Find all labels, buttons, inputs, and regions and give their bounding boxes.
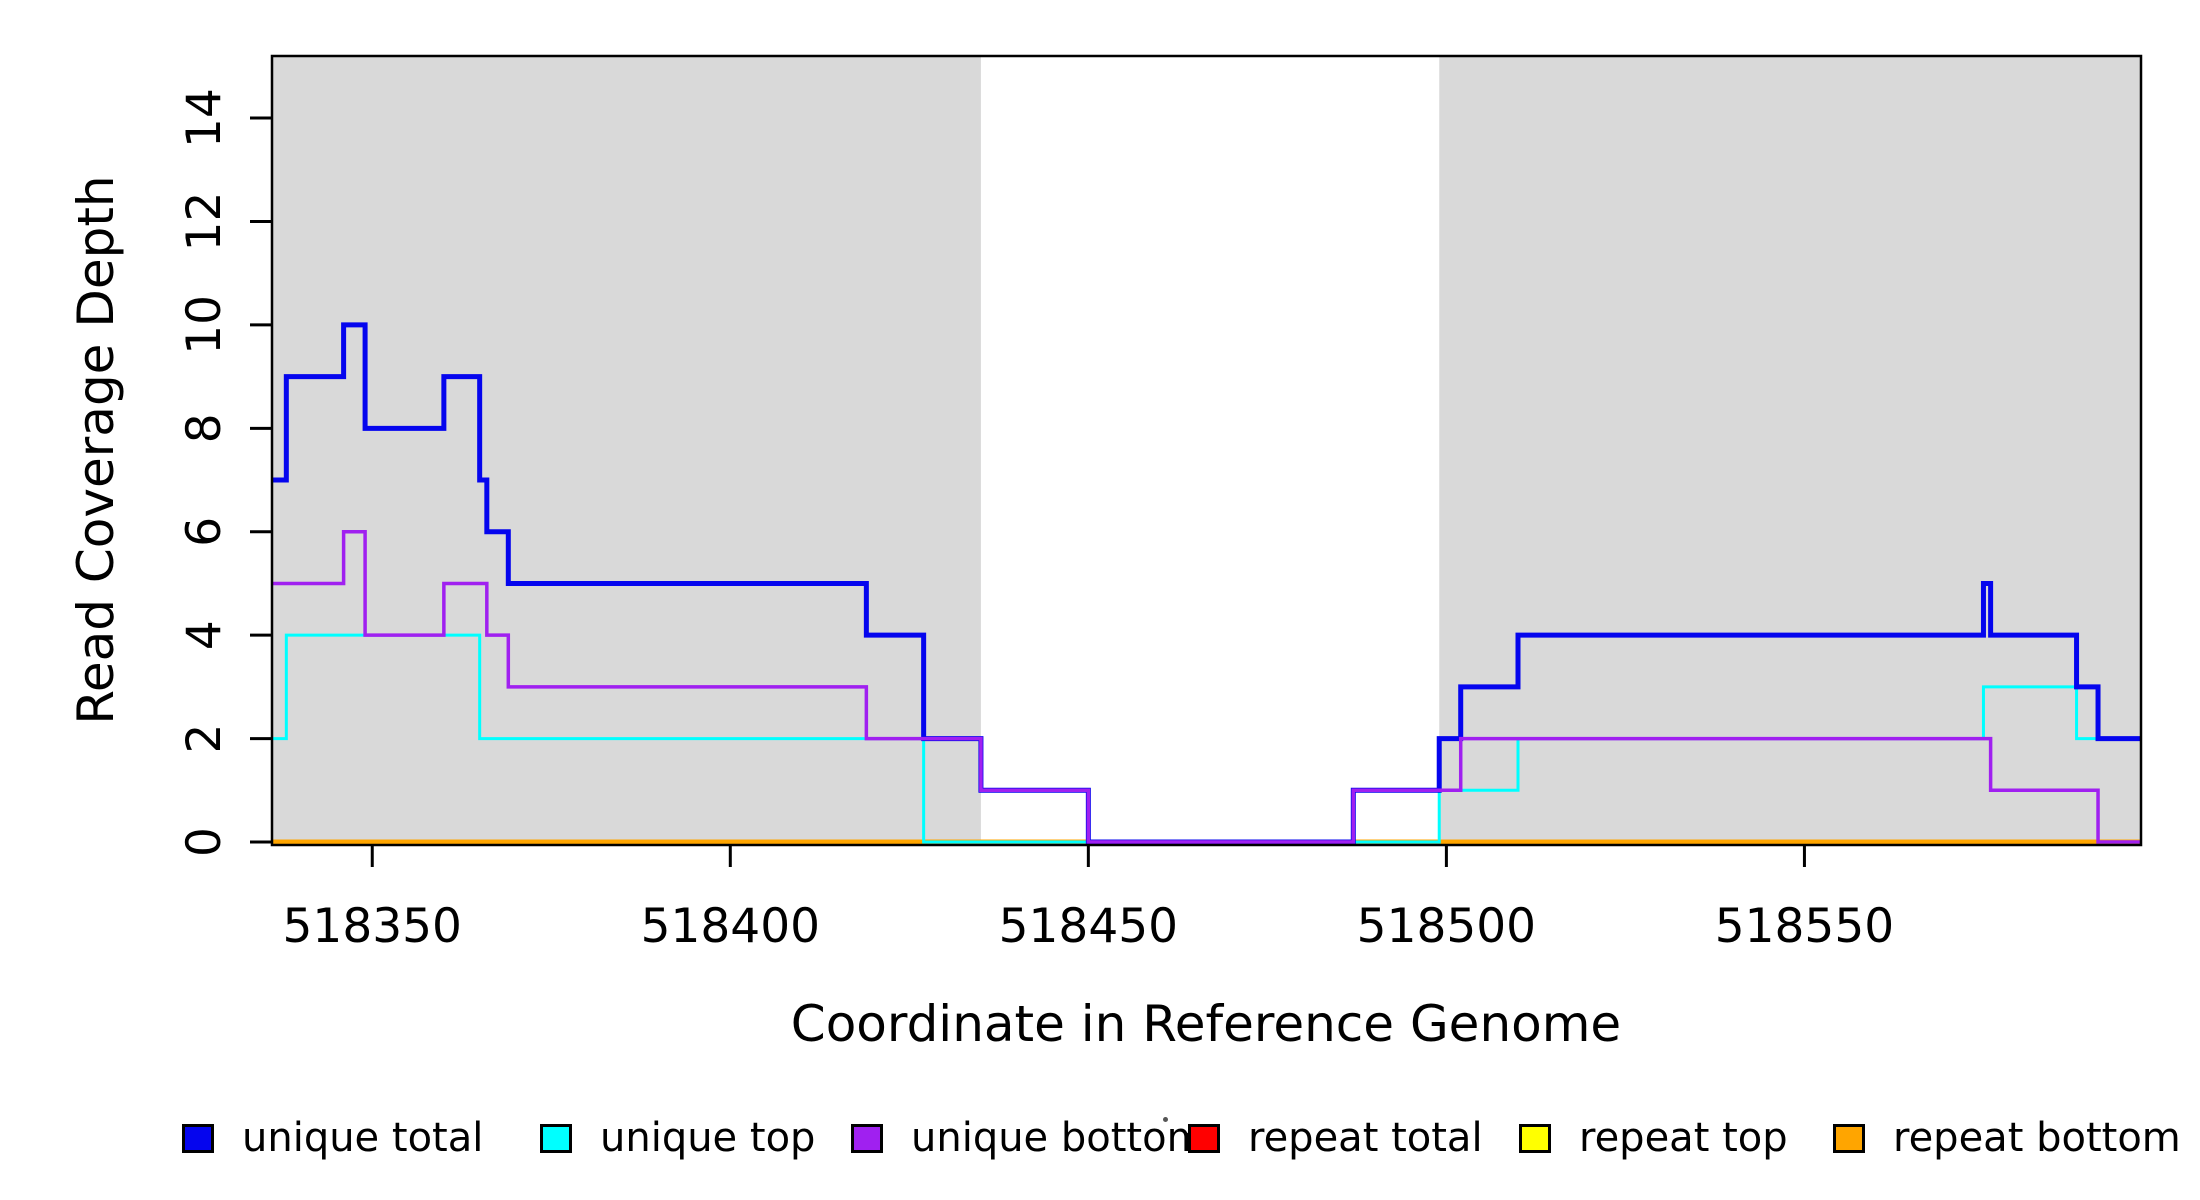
plot-box (270, 54, 2143, 847)
y-tick-label: 8 (177, 413, 232, 443)
x-axis-title: Coordinate in Reference Genome (790, 995, 1622, 1053)
shaded-region (1439, 56, 2141, 845)
x-tick-label: 518350 (283, 899, 462, 954)
x-tick-label: 518400 (641, 899, 820, 954)
series-group (272, 322, 2141, 845)
y-tick-label: 0 (177, 827, 232, 857)
y-axis-title: Read Coverage Depth (67, 175, 125, 725)
y-tick-label: 6 (177, 517, 232, 547)
x-tick-label: 518500 (1357, 899, 1536, 954)
y-tick-label: 12 (177, 192, 232, 252)
x-tick-label: 518550 (1715, 899, 1894, 954)
y-tick-label: 4 (177, 620, 232, 650)
y-tick-label: 10 (177, 295, 232, 355)
stray-dot (1163, 1117, 1168, 1122)
series-unique-bottom (272, 529, 2141, 844)
y-tick-label: 2 (177, 724, 232, 754)
x-tick-label: 518450 (999, 899, 1178, 954)
shaded-region (272, 56, 981, 845)
y-tick-label: 14 (177, 88, 232, 148)
